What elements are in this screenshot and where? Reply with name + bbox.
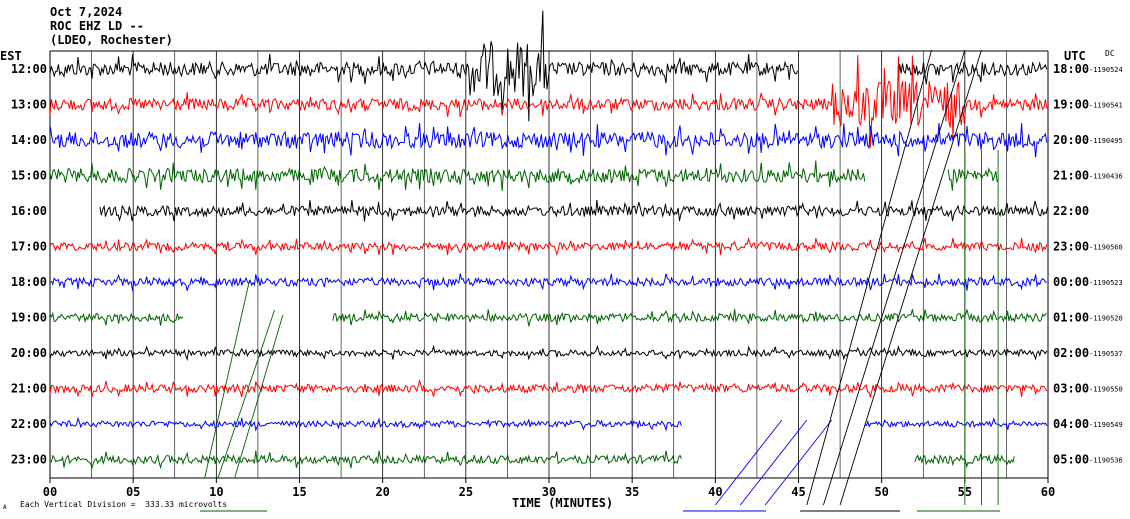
est-hour-label: 23:00 bbox=[11, 453, 47, 467]
utc-hour-label: 23:00 bbox=[1053, 240, 1089, 254]
calibration-stroke bbox=[823, 49, 966, 506]
dc-offset-label: -1190549 bbox=[1089, 421, 1123, 429]
utc-hour-label: 18:00 bbox=[1053, 62, 1089, 76]
calibration-stroke bbox=[714, 419, 783, 506]
seismic-trace bbox=[897, 61, 1048, 85]
x-tick-label: 50 bbox=[874, 485, 888, 499]
calibration-stroke bbox=[204, 279, 251, 479]
est-hour-label: 12:00 bbox=[11, 62, 47, 76]
dc-offset-label: -1190537 bbox=[1089, 350, 1123, 358]
calibration-stroke bbox=[764, 419, 833, 506]
calibration-stroke bbox=[234, 314, 284, 479]
x-tick-label: 10 bbox=[209, 485, 223, 499]
utc-hour-label: 20:00 bbox=[1053, 133, 1089, 147]
x-tick-label: 20 bbox=[375, 485, 389, 499]
utc-hour-label: 19:00 bbox=[1053, 98, 1089, 112]
dc-offset-label: -1190523 bbox=[1089, 279, 1123, 287]
seismic-trace bbox=[947, 167, 998, 191]
seismic-trace bbox=[49, 344, 1048, 362]
calibration-stroke bbox=[839, 49, 982, 506]
dc-offset-label: -1190550 bbox=[1089, 386, 1123, 394]
seismic-trace bbox=[49, 10, 799, 122]
x-tick-label: 05 bbox=[126, 485, 140, 499]
est-hour-label: 19:00 bbox=[11, 311, 47, 325]
seismic-trace bbox=[332, 308, 1047, 327]
x-tick-label: 25 bbox=[459, 485, 473, 499]
utc-hour-label: 02:00 bbox=[1053, 346, 1089, 360]
seismic-trace bbox=[49, 236, 1048, 257]
header-station: ROC EHZ LD -- bbox=[50, 19, 144, 33]
dc-offset-label: -1190536 bbox=[1089, 457, 1123, 465]
utc-hour-label: 22:00 bbox=[1053, 204, 1089, 218]
dc-offset-label: -1190541 bbox=[1089, 102, 1123, 110]
seismic-trace bbox=[864, 417, 1048, 430]
est-hour-label: 16:00 bbox=[11, 204, 47, 218]
est-label: EST bbox=[0, 49, 22, 63]
utc-hour-label: 05:00 bbox=[1053, 453, 1089, 467]
scale-note: Each Vertical Division = 333.33 microvol… bbox=[20, 500, 228, 509]
x-tick-label: 40 bbox=[708, 485, 722, 499]
est-hour-label: 18:00 bbox=[11, 275, 47, 289]
dc-offset-label: -1190560 bbox=[1089, 244, 1123, 252]
dc-offset-label: -1190520 bbox=[1089, 315, 1123, 323]
seismic-trace bbox=[49, 450, 682, 470]
seismic-trace bbox=[49, 122, 1048, 158]
seismic-trace bbox=[49, 273, 1047, 291]
header-network: (LDEO, Rochester) bbox=[50, 33, 173, 47]
corner-mark: A bbox=[3, 504, 7, 511]
dc-offset-label: -1190436 bbox=[1089, 173, 1123, 181]
utc-label: UTC bbox=[1064, 49, 1086, 63]
utc-hour-label: 01:00 bbox=[1053, 311, 1089, 325]
x-tick-label: 30 bbox=[542, 485, 556, 499]
dc-label: DC bbox=[1105, 49, 1115, 58]
x-tick-label: 00 bbox=[43, 485, 57, 499]
x-tick-label: 60 bbox=[1041, 485, 1055, 499]
seismic-trace bbox=[49, 378, 1048, 399]
x-tick-label: 45 bbox=[791, 485, 805, 499]
seismic-trace bbox=[49, 55, 1048, 148]
est-hour-label: 13:00 bbox=[11, 98, 47, 112]
seismic-trace bbox=[49, 160, 866, 191]
header-date: Oct 7,2024 bbox=[50, 5, 123, 19]
x-tick-label: 35 bbox=[625, 485, 639, 499]
x-tick-label: 15 bbox=[292, 485, 306, 499]
utc-hour-label: 04:00 bbox=[1053, 417, 1089, 431]
utc-hour-label: 03:00 bbox=[1053, 382, 1089, 396]
seismic-trace bbox=[49, 311, 184, 326]
utc-hour-label: 21:00 bbox=[1053, 169, 1089, 183]
est-hour-label: 22:00 bbox=[11, 417, 47, 431]
est-hour-label: 17:00 bbox=[11, 240, 47, 254]
est-hour-label: 14:00 bbox=[11, 133, 47, 147]
seismic-trace bbox=[49, 416, 682, 432]
utc-hour-label: 00:00 bbox=[1053, 275, 1089, 289]
calibration-stroke bbox=[217, 309, 275, 479]
calibration-stroke bbox=[806, 49, 933, 506]
x-axis-label: TIME (MINUTES) bbox=[512, 496, 614, 510]
est-hour-label: 21:00 bbox=[11, 382, 47, 396]
est-hour-label: 20:00 bbox=[11, 346, 47, 360]
calibration-stroke bbox=[739, 419, 808, 506]
est-hour-label: 15:00 bbox=[11, 169, 47, 183]
seismic-trace bbox=[99, 199, 1049, 222]
dc-offset-label: -1190524 bbox=[1089, 66, 1123, 74]
dc-offset-label: -1190495 bbox=[1089, 137, 1123, 145]
